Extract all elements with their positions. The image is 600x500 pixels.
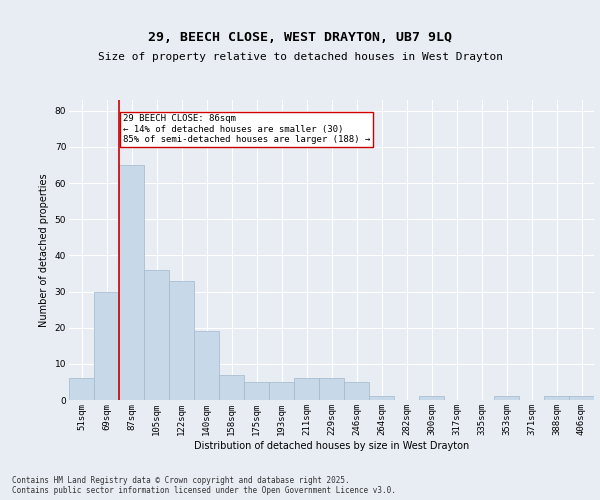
Bar: [219, 374, 244, 400]
Bar: [169, 280, 194, 400]
Bar: [494, 396, 519, 400]
Bar: [419, 396, 444, 400]
Text: Size of property relative to detached houses in West Drayton: Size of property relative to detached ho…: [97, 52, 503, 62]
Bar: [369, 396, 394, 400]
Bar: [69, 378, 94, 400]
Bar: [544, 396, 569, 400]
Bar: [319, 378, 344, 400]
Text: Contains HM Land Registry data © Crown copyright and database right 2025.
Contai: Contains HM Land Registry data © Crown c…: [12, 476, 396, 495]
Bar: [294, 378, 319, 400]
Bar: [194, 332, 219, 400]
Bar: [144, 270, 169, 400]
Y-axis label: Number of detached properties: Number of detached properties: [39, 173, 49, 327]
Bar: [119, 165, 144, 400]
Bar: [94, 292, 119, 400]
Bar: [269, 382, 294, 400]
Bar: [344, 382, 369, 400]
Bar: [569, 396, 594, 400]
Bar: [244, 382, 269, 400]
Text: 29 BEECH CLOSE: 86sqm
← 14% of detached houses are smaller (30)
85% of semi-deta: 29 BEECH CLOSE: 86sqm ← 14% of detached …: [123, 114, 370, 144]
X-axis label: Distribution of detached houses by size in West Drayton: Distribution of detached houses by size …: [194, 440, 469, 450]
Text: 29, BEECH CLOSE, WEST DRAYTON, UB7 9LQ: 29, BEECH CLOSE, WEST DRAYTON, UB7 9LQ: [148, 31, 452, 44]
